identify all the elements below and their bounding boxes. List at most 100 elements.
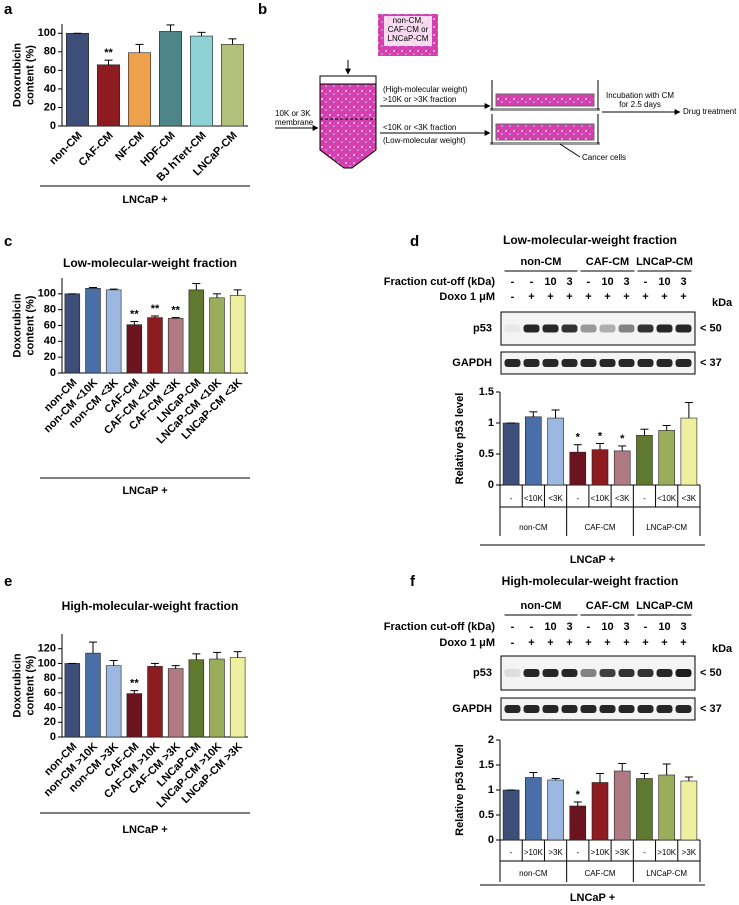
x-tick-label: - [510, 848, 513, 857]
cutoff-value: - [511, 276, 515, 288]
y-tick-label: 60 [44, 64, 56, 76]
x-tick-label: >3K [682, 848, 697, 857]
bar [188, 289, 205, 374]
y-axis-label: Relative p53 level [454, 744, 466, 836]
blot-band [656, 359, 673, 367]
bar [636, 435, 653, 486]
cutoff-value: 3 [680, 276, 686, 288]
y-tick-label: 60 [44, 319, 56, 331]
x-tick-label: CAF-CM [77, 130, 116, 169]
fraction-label: (High-molecular weight) [383, 85, 468, 94]
cutoff-value: - [530, 276, 534, 288]
blot-band [561, 705, 578, 713]
group-label: CAF-CM [584, 523, 615, 532]
cutoff-value: 10 [601, 276, 613, 288]
bar [680, 780, 698, 841]
x-tick-label: <3K [615, 494, 630, 503]
cutoff-value: 10 [544, 276, 556, 288]
bar [105, 289, 122, 374]
doxo-value: + [547, 637, 553, 649]
cutoff-value: - [530, 621, 534, 633]
group-label: LNCaP-CM [646, 869, 687, 878]
significance: ** [130, 678, 139, 690]
bar [636, 778, 653, 841]
blot-band [523, 669, 540, 677]
y-tick-label: 100 [38, 657, 56, 669]
y-tick-label: 1 [488, 784, 494, 796]
bar [126, 693, 143, 738]
blot-group: non-CM [521, 600, 562, 612]
bar [64, 293, 81, 374]
bar [105, 665, 122, 738]
blot-image [500, 697, 696, 721]
y-tick-label: 1.5 [479, 759, 494, 771]
blot-band [504, 324, 521, 333]
x-tick-label: >3K [615, 848, 630, 857]
cutoff-value: 3 [566, 621, 572, 633]
bar [502, 789, 520, 841]
doxo-label: Doxo 1 μM [439, 291, 495, 303]
blot-group: CAF-CM [586, 256, 629, 268]
cells-label: Cancer cells [582, 153, 626, 162]
x-tick-label: >10K [524, 848, 544, 857]
x-tick-label: <10K [657, 494, 677, 503]
doxo-value: + [680, 637, 686, 649]
bar [229, 657, 246, 738]
blot-band [637, 359, 654, 367]
blot-band [675, 359, 692, 367]
panel-letter: e [4, 573, 12, 590]
bar [128, 52, 151, 127]
doxo-value: + [528, 291, 534, 303]
y-tick-label: 40 [44, 701, 56, 713]
doxo-value: + [680, 291, 686, 303]
doxo-value: + [604, 291, 610, 303]
y-tick-label: 0 [50, 367, 56, 379]
blot-band [523, 359, 540, 367]
cutoff-value: 10 [658, 621, 670, 633]
bar [159, 31, 182, 127]
doxo-value: + [566, 291, 572, 303]
x-tick-label: >10K [591, 848, 611, 857]
blot-band [656, 669, 673, 677]
bar [147, 317, 163, 374]
cutoff-value: 10 [601, 621, 613, 633]
bar [658, 774, 675, 841]
y-tick-label: 80 [44, 672, 56, 684]
tube [319, 77, 377, 169]
doxo-value: + [642, 637, 648, 649]
y-tick-label: 1 [488, 417, 494, 429]
y-tick-label: 80 [44, 304, 56, 316]
incubation-label: Incubation with CM [606, 91, 674, 100]
panel-letter: b [258, 1, 267, 18]
doxo-value: + [642, 291, 648, 303]
blot-group: non-CM [521, 256, 562, 268]
blot-group: LNCaP-CM [636, 256, 693, 268]
unit-label: kDa [712, 643, 733, 655]
blot-band [542, 705, 559, 713]
y-tick-label: 100 [38, 288, 56, 300]
blot-band [523, 324, 540, 333]
diagram: non-CM, CAF-CM or LNCaP-CM 10K or 3K mem… [275, 14, 737, 169]
chart-title: Low-molecular-weight fraction [63, 256, 237, 270]
y-tick-label: 0 [50, 120, 56, 132]
chart-title: Low-molecular-weight fraction [503, 233, 677, 247]
doxo-value: + [547, 291, 553, 303]
bar [525, 416, 542, 486]
bar [221, 44, 244, 127]
x-axis-label: LNCaP + [122, 194, 167, 206]
membrane-label: 10K or 3K [275, 109, 311, 118]
x-tick-label: <10K [591, 494, 611, 503]
bar [613, 450, 631, 486]
cutoff-value: - [644, 621, 648, 633]
blot-band [675, 705, 692, 713]
blot-row-label: GAPDH [452, 357, 492, 369]
y-tick-label: 0 [488, 479, 494, 491]
significance: * [620, 433, 625, 445]
blot-band [561, 359, 578, 367]
cutoff-label: Fraction cut-off (kDa) [384, 621, 496, 633]
blot-group: CAF-CM [586, 600, 629, 612]
y-tick-label: 20 [44, 716, 56, 728]
y-tick-label: 20 [44, 101, 56, 113]
membrane-label: membrane [275, 118, 314, 127]
bar [613, 770, 631, 841]
